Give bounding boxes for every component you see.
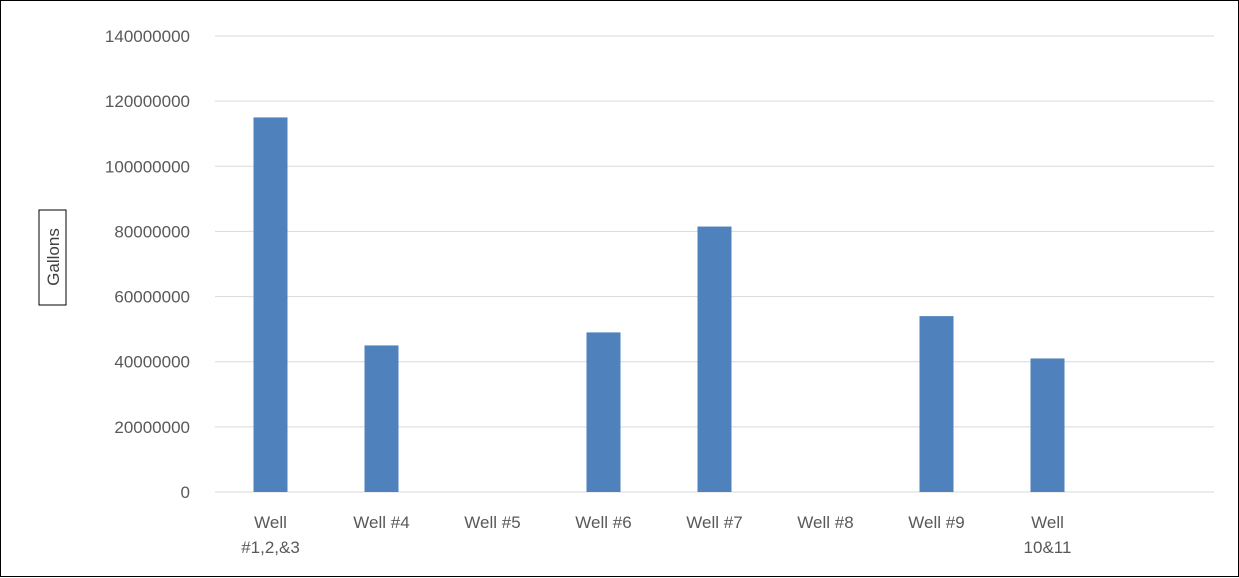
x-tick-label: Well #5 [464, 513, 520, 532]
y-tick-label: 0 [181, 483, 190, 502]
y-axis-label: Gallons [38, 209, 67, 306]
y-axis-tick-labels: 0 20000000 40000000 60000000 80000000 1000000… [105, 27, 190, 502]
x-tick-label: 10&11 [1024, 538, 1072, 557]
x-tick-label: Well #7 [686, 513, 742, 532]
bar [697, 226, 732, 493]
bar [1030, 358, 1065, 492]
x-tick-label: Well [1031, 513, 1064, 532]
x-tick-label: Well #9 [908, 513, 964, 532]
bars [253, 117, 1065, 493]
y-tick-label: 60000000 [114, 288, 190, 307]
y-tick-label: 140000000 [105, 27, 190, 46]
x-tick-label: #1,2,&3 [241, 538, 300, 557]
y-tick-label: 40000000 [114, 353, 190, 372]
y-axis-label-text: Gallons [44, 228, 63, 286]
y-tick-label: 80000000 [114, 222, 190, 241]
bar [586, 332, 621, 492]
y-tick-label: 100000000 [105, 157, 190, 176]
x-tick-label: Well [254, 513, 287, 532]
x-tick-label: Well #6 [575, 513, 631, 532]
x-axis-tick-labels: Well #1,2,&3 Well #4 Well #5 Well #6 Well #7 W… [241, 513, 1071, 557]
bar [364, 345, 399, 492]
y-tick-label: 20000000 [114, 418, 190, 437]
x-tick-label: Well #4 [353, 513, 409, 532]
y-tick-label: 120000000 [105, 92, 190, 111]
bar [253, 117, 288, 492]
x-tick-label: Well #8 [797, 513, 853, 532]
bar [919, 316, 954, 492]
